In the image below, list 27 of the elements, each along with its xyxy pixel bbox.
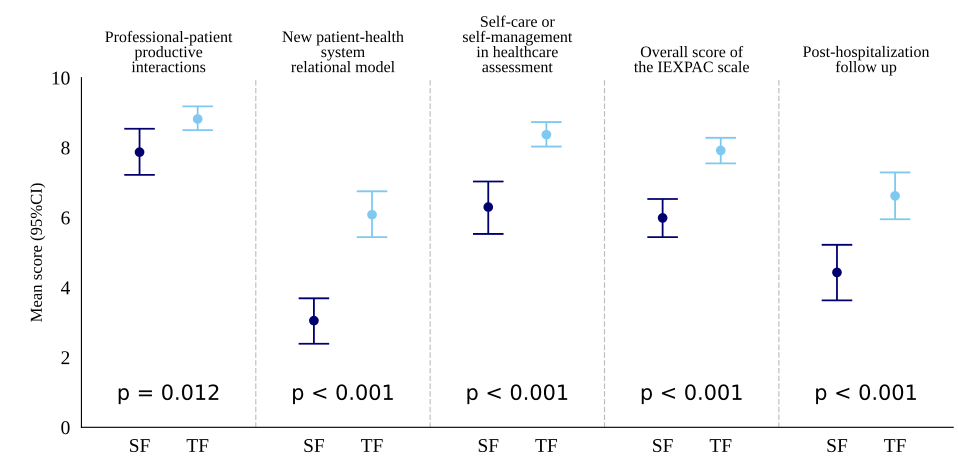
x-tick-label: TF xyxy=(361,439,383,452)
annotation: p < 0.001 xyxy=(467,384,568,404)
chart-title: Professional-patient productive interactions xyxy=(105,30,232,72)
x-tick-label: SF xyxy=(304,439,324,452)
x-tick-label: SF xyxy=(130,439,150,452)
chart-title: Overall score of the IEXPAC scale xyxy=(634,46,749,72)
y-tick-label: 10 xyxy=(52,72,70,85)
y-axis-title: Mean score (95%CI) xyxy=(30,183,46,322)
y-tick-label: 0 xyxy=(61,421,70,434)
annotation: p = 0.012 xyxy=(118,384,218,404)
x-tick-label: TF xyxy=(535,439,558,452)
y-tick-label: 6 xyxy=(61,211,70,224)
annotation: p < 0.001 xyxy=(293,384,393,404)
x-tick-label: TF xyxy=(710,439,732,452)
x-tick-label: TF xyxy=(884,439,906,452)
y-tick-label: 8 xyxy=(61,141,70,155)
annotation: p < 0.001 xyxy=(816,384,916,404)
chart-title: New patient-health system relational model xyxy=(282,30,404,72)
y-tick-label: 2 xyxy=(61,351,70,364)
annotation: p < 0.001 xyxy=(642,384,742,404)
x-tick-label: SF xyxy=(827,439,848,452)
x-tick-label: SF xyxy=(478,439,498,452)
x-tick-label: TF xyxy=(186,439,208,452)
x-tick-label: SF xyxy=(653,439,673,452)
chart-title: Self-care or self-management in healthcare assessment xyxy=(462,16,572,72)
y-tick-label: 4 xyxy=(60,281,70,294)
chart-title: Post-hospitalization follow up xyxy=(803,46,930,76)
